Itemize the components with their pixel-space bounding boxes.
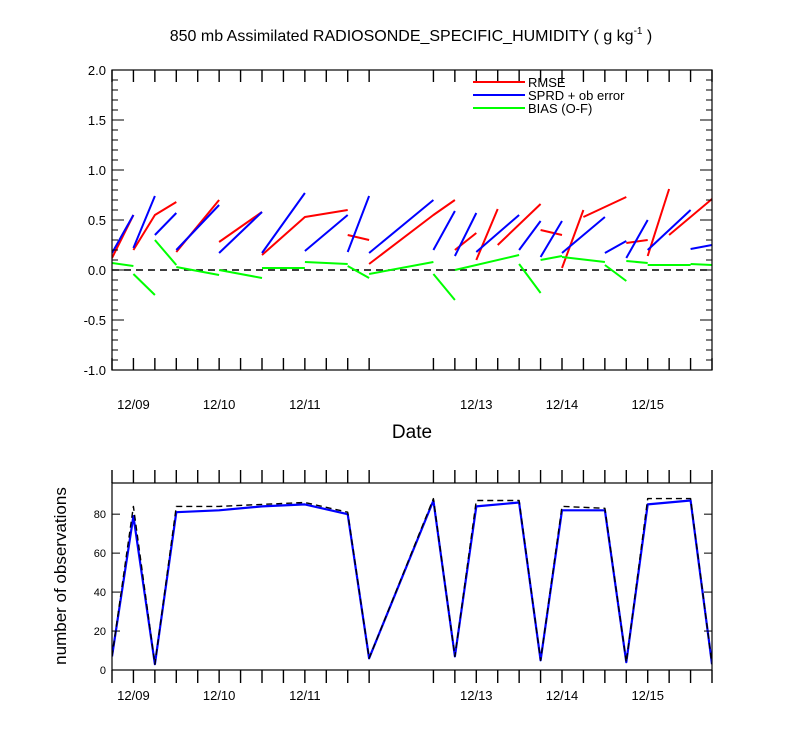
y-tick-label: 20 [94, 626, 106, 638]
series-line-segment [646, 188, 671, 257]
series-line-segment [518, 220, 542, 251]
series-line-segment [261, 209, 348, 256]
legend-label: RMSE [528, 75, 566, 90]
x-tick-label: 12/14 [546, 397, 579, 412]
y-tick-label: 80 [94, 509, 106, 521]
series-line-segment [561, 256, 606, 263]
series-line-segment [154, 239, 178, 266]
x-axis-title: Date [392, 422, 432, 443]
series-line-segment [625, 219, 649, 259]
series-line-segment [475, 208, 499, 261]
x-tick-label: 12/15 [631, 397, 664, 412]
series-1-line [112, 497, 712, 665]
series-line-segment [368, 261, 434, 275]
series-line-segment [218, 269, 263, 279]
series-line-segment [604, 264, 627, 282]
chart-title: 850 mb Assimilated RADIOSONDE_SPECIFIC_H… [170, 26, 653, 45]
series-line-segment [432, 210, 456, 251]
series-line-segment [304, 261, 348, 265]
y-tick-label: 0.5 [88, 213, 106, 228]
series-line-segment [112, 262, 134, 267]
legend-label: BIAS (O-F) [528, 101, 592, 116]
x-tick-label: 12/10 [203, 688, 236, 703]
series-group [112, 188, 712, 301]
series-line-segment [154, 212, 178, 236]
humidity-chart: 850 mb Assimilated RADIOSONDE_SPECIFIC_H… [84, 26, 713, 443]
y-tick-label: -0.5 [84, 313, 106, 328]
y-tick-label: 0.0 [88, 263, 106, 278]
y-axis: -1.0 -0.5 0.0 0.5 1.0 1.5 2.0 [84, 63, 712, 378]
series-line-segment [475, 214, 520, 253]
series-group [112, 497, 712, 666]
series-line-segment [690, 244, 712, 250]
y-tick-label: 1.0 [88, 163, 106, 178]
x-tick-label: 12/13 [460, 688, 493, 703]
series-line-segment [368, 199, 456, 265]
series-line-segment [346, 195, 371, 253]
series-line-segment [261, 192, 306, 254]
series-line-segment [604, 240, 627, 254]
series-line-segment [626, 239, 648, 244]
y-tick-label: -1.0 [84, 363, 106, 378]
y-tick-label: 40 [94, 587, 106, 599]
y-tick-label: 0 [100, 665, 106, 677]
observations-chart: 0 20 40 60 80 12/09 12/10 12/11 12/13 12/14 12/15… [51, 470, 713, 703]
x-tick-label: 12/15 [631, 688, 664, 703]
x-tick-label: 12/09 [117, 688, 150, 703]
series-line-segment [304, 214, 349, 252]
series-line-segment [540, 255, 563, 261]
series-line-segment [112, 214, 135, 254]
series-line-segment [368, 199, 435, 254]
series-line-segment [176, 266, 220, 276]
series-line-segment [647, 209, 692, 251]
series-line-segment [175, 204, 220, 251]
series-line-segment [539, 220, 563, 258]
series-line-segment [132, 201, 177, 251]
x-tick-label: 12/09 [117, 397, 150, 412]
series-line-segment [454, 254, 520, 271]
series-2 [112, 239, 712, 301]
series-line-segment [454, 212, 478, 257]
series-line-segment [132, 273, 156, 296]
series-line-segment [518, 263, 542, 294]
y-axis-title: number of observations [51, 487, 70, 665]
series-line-segment [347, 234, 370, 241]
series-line-segment [626, 260, 648, 264]
plot-frame [111, 482, 713, 671]
y-tick-label: 60 [94, 548, 106, 560]
series-line-segment [497, 203, 542, 246]
x-tick-label: 12/13 [460, 397, 493, 412]
x-tick-label: 12/14 [546, 688, 579, 703]
series-line-segment [668, 198, 712, 236]
series-line-segment [582, 196, 627, 218]
series-line-segment [432, 273, 456, 301]
series-line-segment [540, 229, 563, 236]
x-tick-label: 12/11 [289, 688, 321, 703]
legend-label: SPRD + ob error [528, 88, 625, 103]
series-line-segment [218, 211, 263, 243]
series-line-segment [132, 195, 156, 249]
series-line-segment [218, 211, 263, 254]
series-line-segment [561, 216, 606, 254]
y-tick-label: 1.5 [88, 113, 106, 128]
x-tick-label: 12/11 [289, 397, 321, 412]
plot-frame [111, 69, 713, 371]
x-tick-label: 12/10 [203, 397, 236, 412]
y-tick-label: 2.0 [88, 63, 106, 78]
x-axis: 12/09 12/10 12/11 12/13 12/14 12/15 [111, 470, 713, 703]
series-line-segment [690, 263, 712, 266]
series-1 [112, 192, 712, 259]
series-line-segment [347, 265, 370, 279]
